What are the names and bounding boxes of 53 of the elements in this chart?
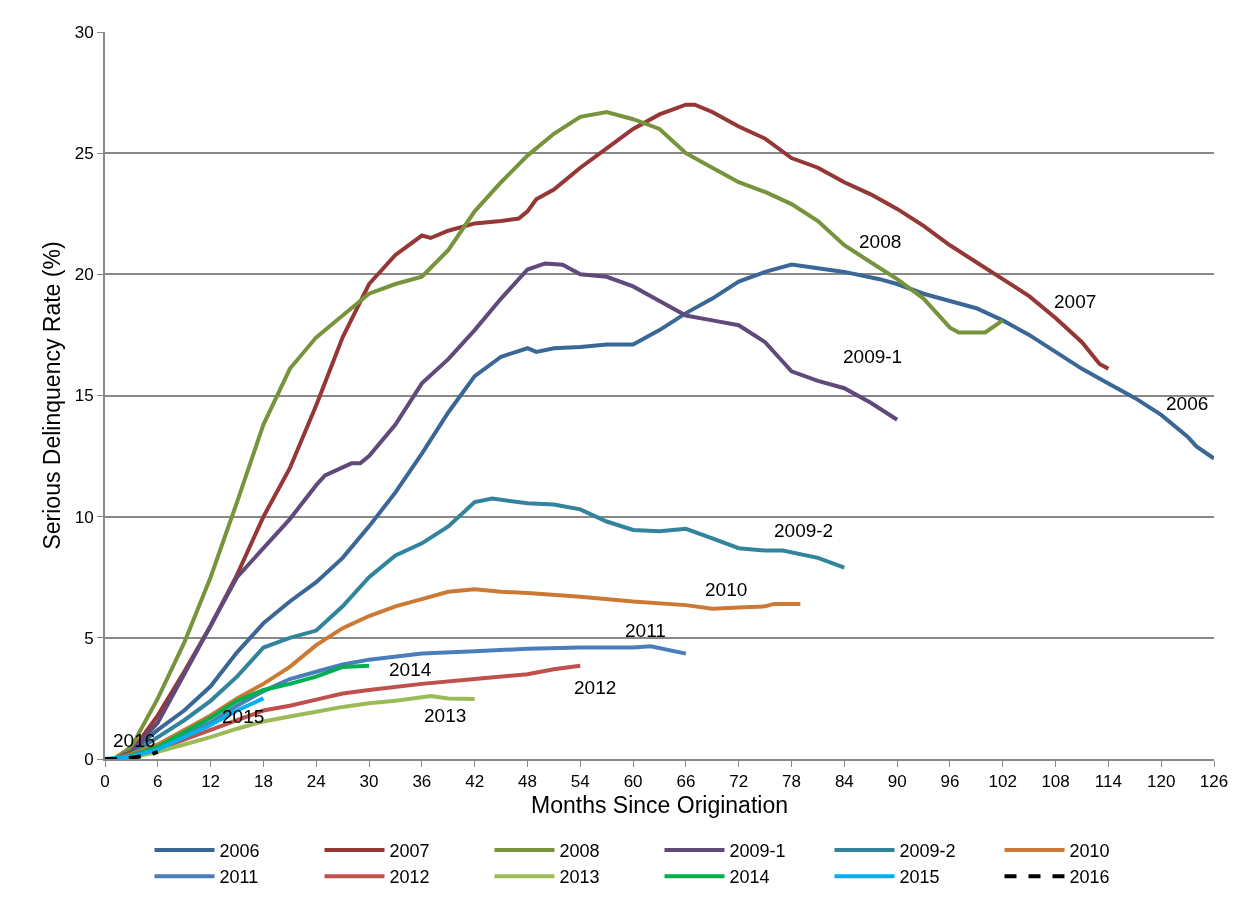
annotation: 2006 xyxy=(1166,393,1209,414)
x-tick-label: 108 xyxy=(1041,772,1070,792)
x-tick-label: 6 xyxy=(153,772,163,792)
x-tick-label: 60 xyxy=(623,772,643,792)
x-tick-label: 102 xyxy=(988,772,1017,792)
legend-label: 2006 xyxy=(219,840,260,861)
x-tick-label: 72 xyxy=(729,772,749,792)
x-tick-label: 120 xyxy=(1147,772,1176,792)
x-tick-label: 96 xyxy=(940,772,960,792)
y-tick-label: 15 xyxy=(74,386,94,406)
annotation: 2013 xyxy=(424,705,467,726)
annotation: 2009-1 xyxy=(843,346,903,367)
x-tick-label: 0 xyxy=(100,772,110,792)
legend-label: 2007 xyxy=(389,840,430,861)
x-tick-label: 126 xyxy=(1199,772,1229,792)
x-tick-label: 78 xyxy=(782,772,801,792)
annotation: 2009-2 xyxy=(774,520,834,541)
y-tick-label: 0 xyxy=(84,749,94,769)
x-tick-label: 24 xyxy=(306,772,326,792)
legend-label: 2009-1 xyxy=(729,840,786,861)
annotation: 2011 xyxy=(625,620,666,641)
legend-label: 2009-2 xyxy=(899,840,956,861)
legend-label: 2011 xyxy=(219,867,259,888)
legend-label: 2014 xyxy=(729,867,770,888)
x-tick-label: 114 xyxy=(1094,772,1122,792)
y-tick-label: 20 xyxy=(74,265,94,285)
x-tick-label: 54 xyxy=(570,772,590,792)
y-tick-label: 25 xyxy=(74,144,94,164)
x-tick-label: 66 xyxy=(676,772,696,792)
y-tick-label: 30 xyxy=(74,22,94,42)
legend-label: 2013 xyxy=(559,867,600,888)
x-axis-title: Months Since Origination xyxy=(531,791,788,818)
x-tick-label: 90 xyxy=(887,772,907,792)
y-axis-title: Serious Delinquency Rate (%) xyxy=(38,241,65,550)
x-tick-label: 12 xyxy=(201,772,221,792)
legend-label: 2008 xyxy=(559,840,600,861)
annotation: 2012 xyxy=(574,677,617,698)
annotation: 2007 xyxy=(1054,291,1097,312)
x-tick-label: 42 xyxy=(465,772,485,792)
legend-label: 2010 xyxy=(1069,840,1110,861)
x-tick-label: 18 xyxy=(253,772,273,792)
y-tick-label: 10 xyxy=(74,507,94,527)
legend-label: 2015 xyxy=(899,867,940,888)
annotation: 2014 xyxy=(389,659,432,680)
y-tick-label: 5 xyxy=(84,628,94,648)
x-tick-label: 36 xyxy=(412,772,432,792)
x-tick-label: 84 xyxy=(834,772,854,792)
annotation: 2010 xyxy=(705,579,748,600)
legend-label: 2012 xyxy=(389,867,430,888)
x-tick-label: 30 xyxy=(359,772,379,792)
legend-label: 2016 xyxy=(1069,867,1110,888)
x-tick-label: 48 xyxy=(518,772,537,792)
annotation: 2008 xyxy=(859,231,902,252)
